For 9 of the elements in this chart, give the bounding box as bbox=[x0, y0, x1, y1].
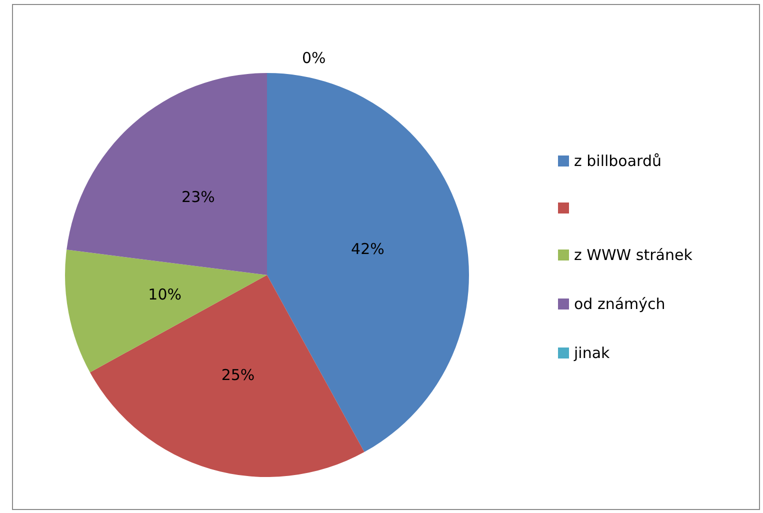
legend-label: jinak bbox=[573, 344, 610, 362]
data-label: 25% bbox=[221, 366, 255, 384]
data-label: 42% bbox=[351, 240, 384, 258]
legend-label: z WWW stránek bbox=[574, 246, 693, 264]
data-label: 23% bbox=[182, 188, 215, 206]
legend-label: z billboardů bbox=[574, 152, 662, 170]
data-label: 10% bbox=[148, 285, 182, 304]
text: 0% bbox=[302, 49, 326, 67]
legend-label: od známých bbox=[574, 295, 666, 313]
